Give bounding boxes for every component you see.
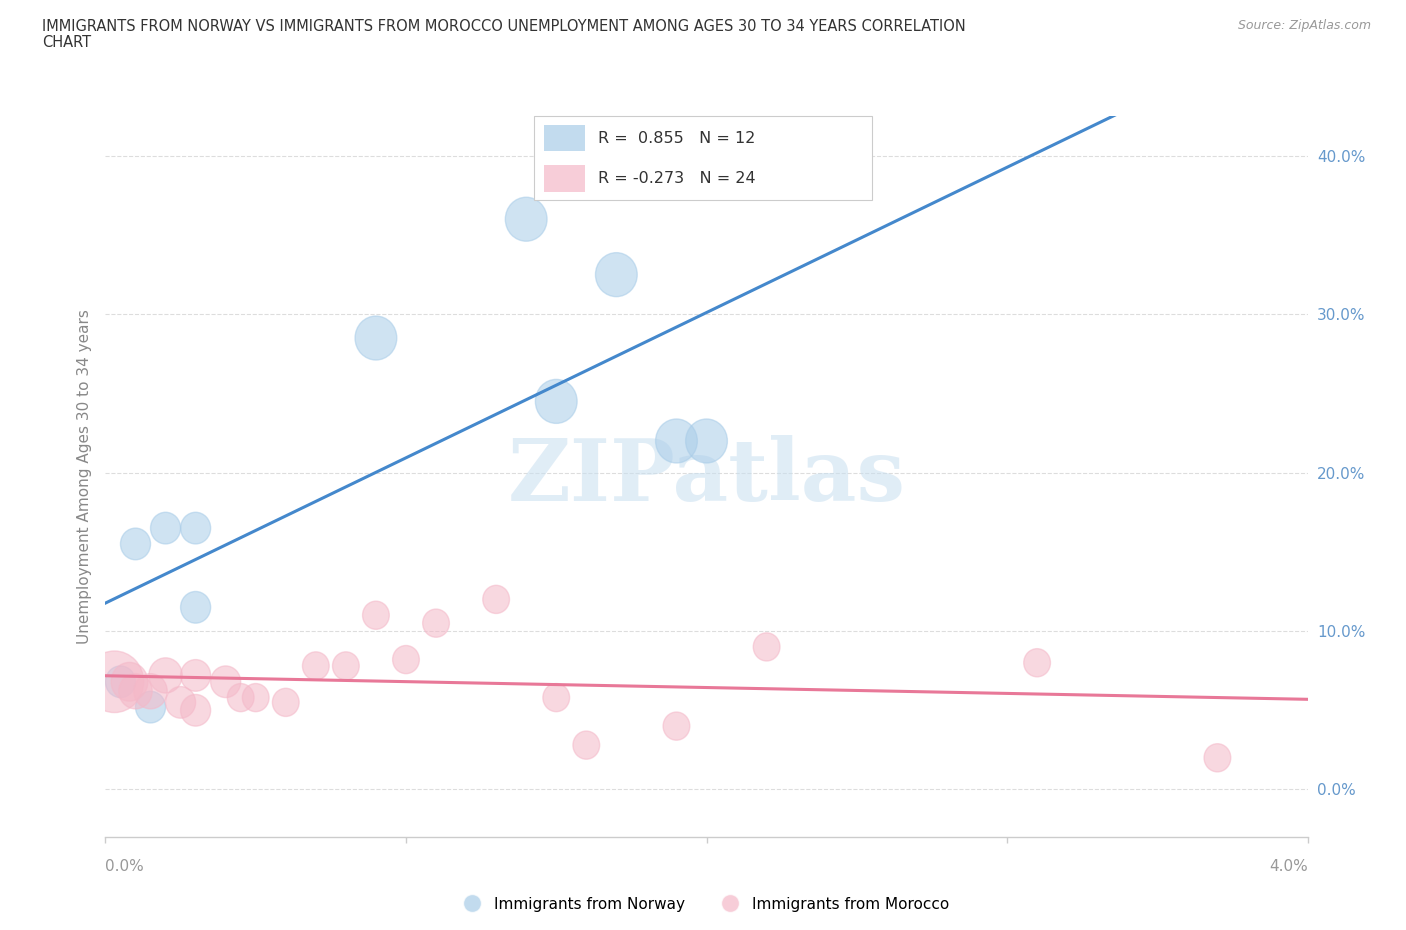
Text: Source: ZipAtlas.com: Source: ZipAtlas.com [1237,19,1371,32]
Ellipse shape [302,652,329,680]
Ellipse shape [121,528,150,560]
Text: IMMIGRANTS FROM NORWAY VS IMMIGRANTS FROM MOROCCO UNEMPLOYMENT AMONG AGES 30 TO : IMMIGRANTS FROM NORWAY VS IMMIGRANTS FRO… [42,19,966,33]
Ellipse shape [333,652,359,680]
Ellipse shape [211,666,240,698]
Ellipse shape [363,601,389,630]
Ellipse shape [596,253,637,297]
Ellipse shape [150,512,180,544]
Ellipse shape [135,691,166,723]
Ellipse shape [482,585,509,614]
Ellipse shape [1024,648,1050,677]
Bar [544,125,585,152]
Ellipse shape [273,688,299,716]
Text: ZIPatlas: ZIPatlas [508,434,905,519]
Ellipse shape [392,645,419,673]
Text: R = -0.273   N = 24: R = -0.273 N = 24 [599,171,756,186]
Ellipse shape [754,632,780,661]
Ellipse shape [356,316,396,360]
FancyBboxPatch shape [534,116,872,200]
Ellipse shape [180,659,211,691]
Ellipse shape [664,712,690,740]
Legend: Immigrants from Norway, Immigrants from Morocco: Immigrants from Norway, Immigrants from … [451,891,955,918]
Text: 4.0%: 4.0% [1268,859,1308,874]
Ellipse shape [242,684,269,711]
Ellipse shape [166,686,195,718]
Ellipse shape [505,197,547,241]
Text: R =  0.855   N = 12: R = 0.855 N = 12 [599,130,756,145]
Text: 0.0%: 0.0% [105,859,145,874]
Ellipse shape [686,419,727,463]
Ellipse shape [120,673,152,709]
Ellipse shape [134,673,167,709]
Ellipse shape [423,609,450,637]
Ellipse shape [111,662,148,701]
Ellipse shape [180,591,211,623]
Ellipse shape [574,731,599,759]
Ellipse shape [228,684,254,711]
Ellipse shape [180,512,211,544]
Ellipse shape [1204,744,1230,772]
Bar [544,165,585,192]
Ellipse shape [655,419,697,463]
Ellipse shape [105,666,135,698]
Ellipse shape [536,379,576,423]
Text: CHART: CHART [42,35,91,50]
Y-axis label: Unemployment Among Ages 30 to 34 years: Unemployment Among Ages 30 to 34 years [76,309,91,644]
Ellipse shape [180,695,211,726]
Ellipse shape [149,658,183,693]
Ellipse shape [543,684,569,711]
Ellipse shape [86,651,143,712]
